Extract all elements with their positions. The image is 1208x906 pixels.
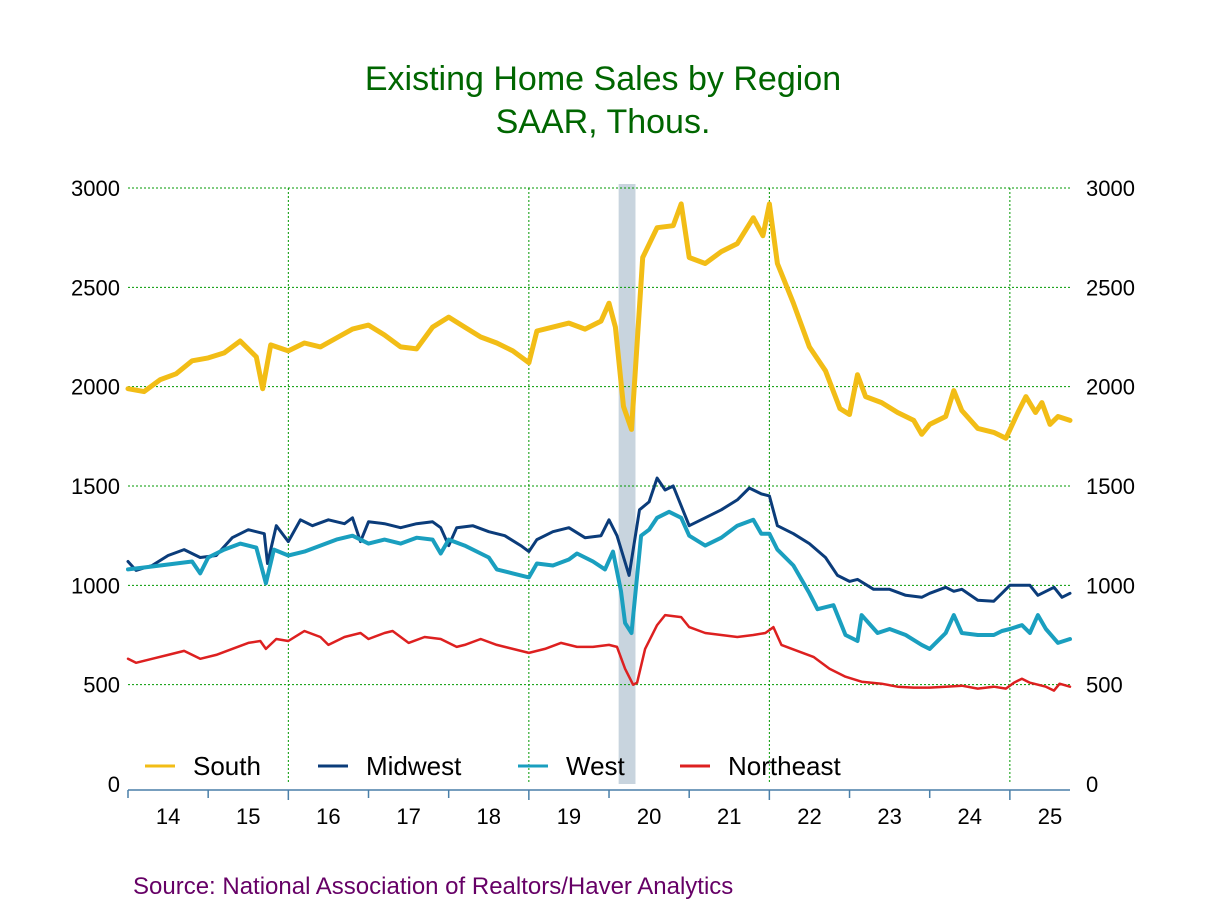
x-tick-label: 14 xyxy=(156,804,180,829)
y-tick-label-left: 2000 xyxy=(71,375,120,400)
legend-label: West xyxy=(566,751,626,781)
x-tick-label: 22 xyxy=(797,804,821,829)
legend: South Midwest West Northeast xyxy=(145,751,841,781)
legend-label: Northeast xyxy=(728,751,841,781)
grid xyxy=(128,187,1070,784)
legend-item-midwest: Midwest xyxy=(318,751,462,781)
x-tick-label: 17 xyxy=(396,804,420,829)
legend-label: South xyxy=(193,751,261,781)
series-line-northeast xyxy=(126,613,1072,692)
y-tick-label-left: 1500 xyxy=(71,474,120,499)
x-tick-label: 20 xyxy=(637,804,661,829)
y-tick-label-right: 0 xyxy=(1086,772,1098,797)
chart-title: Existing Home Sales by Region xyxy=(365,60,841,98)
legend-label: Midwest xyxy=(366,751,462,781)
legend-item-south: South xyxy=(145,751,261,781)
source-note: Source: National Association of Realtors… xyxy=(133,873,733,900)
x-tick-label: 16 xyxy=(316,804,340,829)
series-line-midwest xyxy=(126,476,1072,603)
y-tick-label-right: 1500 xyxy=(1086,474,1135,499)
x-tick-label: 25 xyxy=(1038,804,1062,829)
x-tick-label: 23 xyxy=(877,804,901,829)
recession-bands xyxy=(618,184,636,784)
legend-item-northeast: Northeast xyxy=(680,751,841,781)
y-tick-label-left: 2500 xyxy=(71,275,120,300)
chart-subtitle: SAAR, Thous. xyxy=(496,103,711,141)
y-tick-label-left: 500 xyxy=(83,673,120,698)
y-tick-label-left: 3000 xyxy=(71,176,120,201)
y-tick-label-right: 500 xyxy=(1086,673,1123,698)
x-tick-label: 15 xyxy=(236,804,260,829)
y-tick-label-right: 2000 xyxy=(1086,375,1135,400)
y-tick-label-right: 3000 xyxy=(1086,176,1135,201)
x-tick-label: 24 xyxy=(958,804,982,829)
y-tick-label-left: 1000 xyxy=(71,573,120,598)
series-line-south xyxy=(125,201,1073,441)
series-lines xyxy=(125,201,1073,692)
y-tick-label-left: 0 xyxy=(108,772,120,797)
x-tick-label: 21 xyxy=(717,804,741,829)
y-tick-label-right: 2500 xyxy=(1086,275,1135,300)
legend-item-west: West xyxy=(518,751,626,781)
recession-band xyxy=(618,184,636,784)
x-tick-label: 18 xyxy=(477,804,501,829)
x-tick-label: 19 xyxy=(557,804,581,829)
y-tick-label-right: 1000 xyxy=(1086,573,1135,598)
series-line-west xyxy=(126,509,1072,651)
